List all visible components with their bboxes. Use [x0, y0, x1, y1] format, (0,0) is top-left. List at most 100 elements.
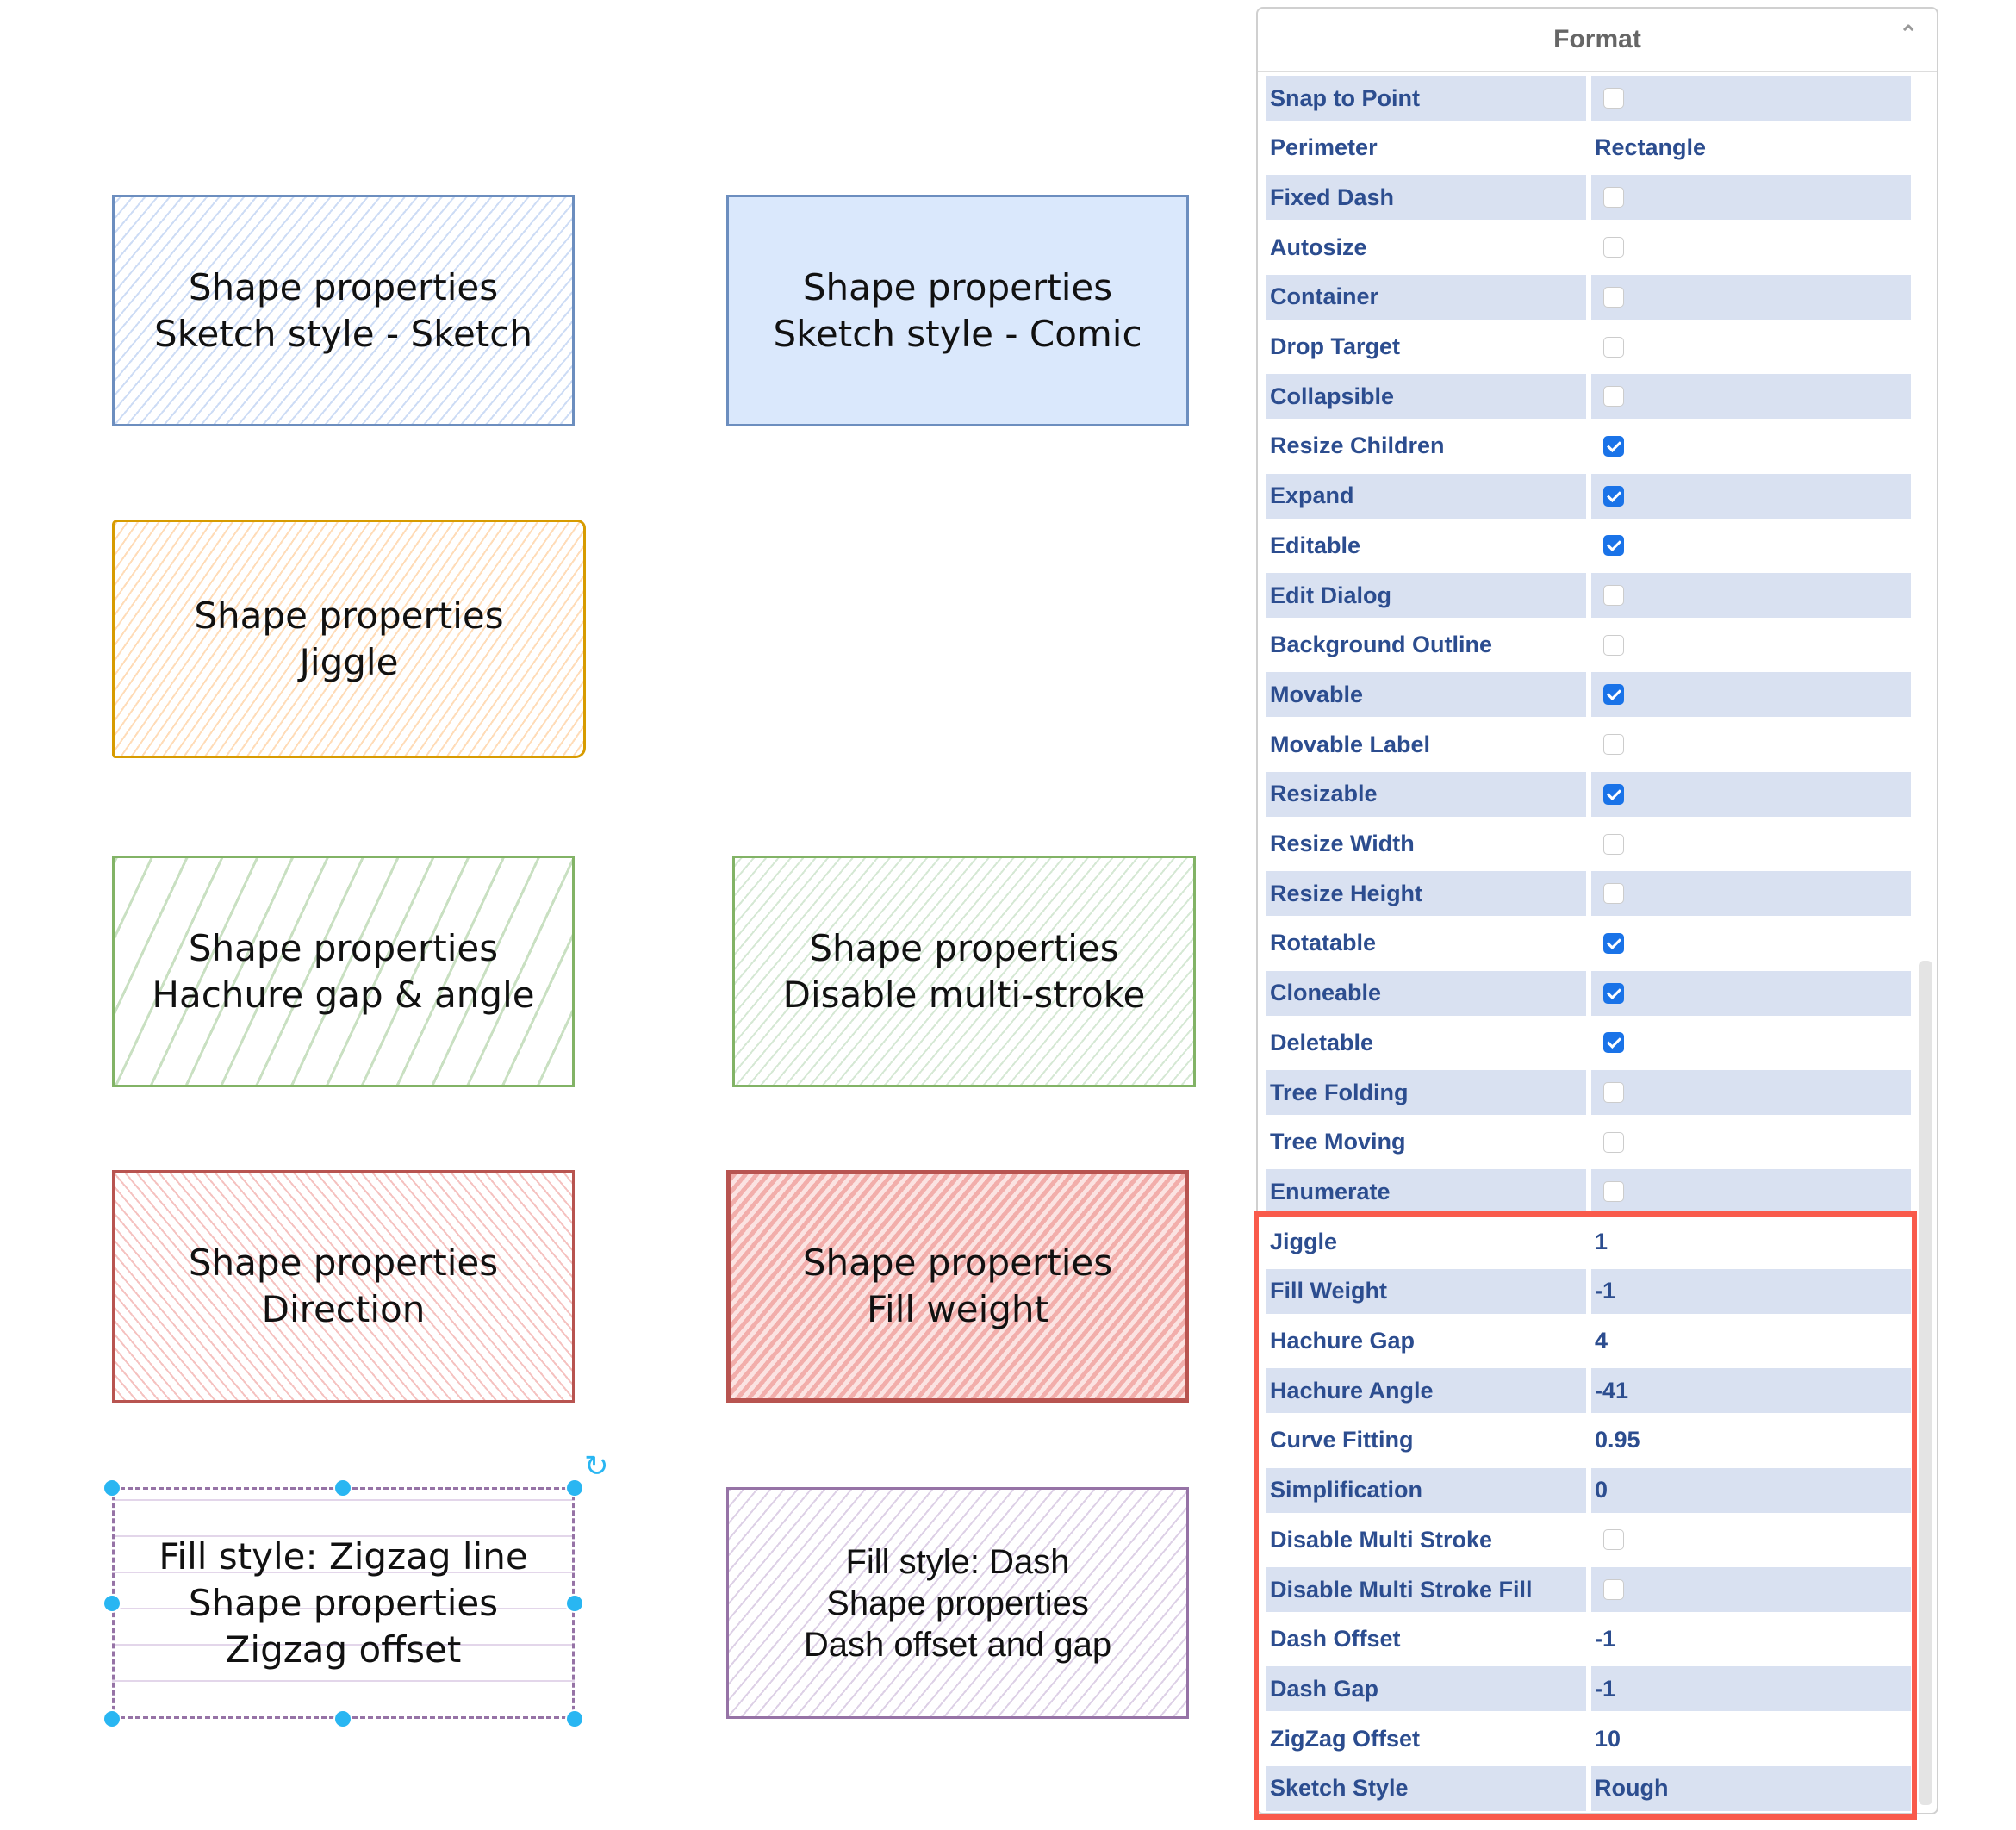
property-checkbox[interactable]: [1603, 1131, 1624, 1153]
shape-direction[interactable]: Shape properties Direction: [112, 1170, 575, 1403]
property-checkbox[interactable]: [1603, 982, 1624, 1004]
property-label: Disable Multi Stroke: [1270, 1526, 1493, 1553]
property-checkbox[interactable]: [1603, 783, 1624, 805]
property-value-cell: [1591, 1020, 1911, 1065]
property-value-cell: [1591, 722, 1911, 767]
property-checkbox[interactable]: [1603, 485, 1624, 507]
resize-handle-s[interactable]: [333, 1709, 352, 1728]
property-checkbox[interactable]: [1603, 585, 1624, 606]
property-checkbox[interactable]: [1603, 386, 1624, 408]
property-checkbox[interactable]: [1603, 734, 1624, 756]
property-checkbox[interactable]: [1603, 1529, 1624, 1551]
resize-handle-e[interactable]: [565, 1594, 584, 1613]
property-label: Edit Dialog: [1266, 573, 1586, 618]
property-checkbox[interactable]: [1603, 1181, 1624, 1203]
property-row: Movable: [1266, 672, 1911, 718]
resize-handle-n[interactable]: [333, 1478, 352, 1497]
property-checkbox[interactable]: [1603, 535, 1624, 557]
property-value[interactable]: 10: [1595, 1725, 1621, 1752]
property-checkbox[interactable]: [1603, 286, 1624, 308]
property-label: Movable Label: [1270, 731, 1431, 757]
property-row: Resizable: [1266, 771, 1911, 817]
shape-sketch-style-comic[interactable]: Shape properties Sketch style - Comic: [726, 195, 1189, 426]
property-label: Simplification: [1266, 1467, 1586, 1513]
property-value-cell: [1591, 623, 1911, 668]
property-label: Tree Folding: [1266, 1070, 1586, 1115]
property-value[interactable]: 1: [1595, 1228, 1608, 1254]
property-value[interactable]: -1: [1591, 1268, 1911, 1314]
shape-label: Shape properties Direction: [188, 1242, 499, 1330]
property-row: Tree Folding: [1266, 1070, 1911, 1115]
property-value[interactable]: -1: [1595, 1626, 1616, 1653]
property-checkbox[interactable]: [1603, 435, 1624, 457]
property-value[interactable]: 4: [1595, 1328, 1608, 1354]
scrollbar[interactable]: [1919, 961, 1932, 1805]
property-row: Movable Label: [1266, 722, 1911, 767]
shape-label: Shape properties Disable multi-stroke: [782, 926, 1146, 1016]
property-value-cell: [1591, 1169, 1911, 1215]
property-row: Enumerate: [1266, 1169, 1911, 1215]
shape-dash-offset-gap[interactable]: Fill style: Dash Shape properties Dash o…: [726, 1487, 1189, 1719]
property-value-cell: [1591, 1517, 1911, 1562]
property-row: Simplification 0: [1266, 1467, 1911, 1513]
property-row: Dash Gap -1: [1266, 1666, 1911, 1712]
property-label: Enumerate: [1266, 1169, 1586, 1215]
property-label: Expand: [1266, 473, 1586, 519]
property-checkbox[interactable]: [1603, 634, 1624, 656]
rotate-handle-icon[interactable]: ↻: [584, 1450, 609, 1483]
property-value-cell: [1591, 1070, 1911, 1115]
property-value-cell: [1591, 573, 1911, 618]
property-row: Disable Multi Stroke: [1266, 1517, 1911, 1562]
shape-zigzag-offset[interactable]: Fill style: Zigzag line Shape properties…: [112, 1487, 575, 1719]
chevron-up-icon[interactable]: ⌃: [1899, 21, 1918, 47]
property-checkbox[interactable]: [1603, 1032, 1624, 1054]
property-label: Resize Children: [1270, 433, 1445, 459]
property-label: Disable Multi Stroke Fill: [1266, 1567, 1586, 1612]
property-label: Drop Target: [1270, 333, 1401, 359]
property-value[interactable]: -1: [1591, 1666, 1911, 1712]
property-value[interactable]: Rough: [1591, 1765, 1911, 1811]
property-row: Resize Height: [1266, 871, 1911, 917]
shape-sketch-style-sketch[interactable]: Shape properties Sketch style - Sketch: [112, 195, 575, 426]
resize-handle-se[interactable]: [565, 1709, 584, 1728]
shape-label: Shape properties Fill weight: [802, 1242, 1113, 1330]
property-checkbox[interactable]: [1603, 1082, 1624, 1103]
shape-label: Shape properties Hachure gap & angle: [152, 926, 535, 1016]
property-checkbox[interactable]: [1603, 88, 1624, 109]
property-value-cell: [1591, 970, 1911, 1016]
property-checkbox[interactable]: [1603, 883, 1624, 905]
shape-disable-multi-stroke[interactable]: Shape properties Disable multi-stroke: [732, 856, 1196, 1087]
format-panel: Format ⌃ Snap to Point Perimeter Rectangle…: [1256, 7, 1938, 1814]
property-value-cell: [1591, 424, 1911, 469]
resize-handle-w[interactable]: [103, 1594, 121, 1613]
property-value-cell: [1591, 76, 1911, 121]
property-checkbox[interactable]: [1603, 833, 1624, 855]
shape-fill-weight[interactable]: Shape properties Fill weight: [726, 1170, 1189, 1403]
property-value[interactable]: 0.95: [1595, 1427, 1640, 1453]
property-checkbox[interactable]: [1603, 237, 1624, 258]
resize-handle-sw[interactable]: [103, 1709, 121, 1728]
property-row: Disable Multi Stroke Fill: [1266, 1567, 1911, 1612]
property-label: Rotatable: [1270, 930, 1377, 956]
property-row: Dash Offset -1: [1266, 1617, 1911, 1662]
shape-jiggle[interactable]: Shape properties Jiggle: [112, 520, 586, 758]
property-value[interactable]: Rectangle: [1595, 134, 1707, 161]
property-label: Curve Fitting: [1270, 1427, 1414, 1453]
property-checkbox[interactable]: [1603, 932, 1624, 954]
shape-label: Shape properties Sketch style - Comic: [773, 265, 1142, 355]
property-row: Autosize: [1266, 225, 1911, 270]
property-checkbox[interactable]: [1603, 336, 1624, 358]
property-checkbox[interactable]: [1603, 187, 1624, 209]
property-checkbox[interactable]: [1603, 1579, 1624, 1600]
resize-handle-nw[interactable]: [103, 1478, 121, 1497]
property-row: Container: [1266, 274, 1911, 320]
panel-title: Format: [1553, 25, 1641, 53]
property-checkbox[interactable]: [1603, 684, 1624, 706]
property-value-cell: [1591, 325, 1911, 370]
shape-hachure-gap-angle[interactable]: Shape properties Hachure gap & angle: [112, 856, 575, 1087]
property-value[interactable]: -41: [1591, 1368, 1911, 1414]
property-label: Resizable: [1266, 771, 1586, 817]
resize-handle-ne[interactable]: [565, 1478, 584, 1497]
property-label: Sketch Style: [1266, 1765, 1586, 1811]
property-value[interactable]: 0: [1591, 1467, 1911, 1513]
